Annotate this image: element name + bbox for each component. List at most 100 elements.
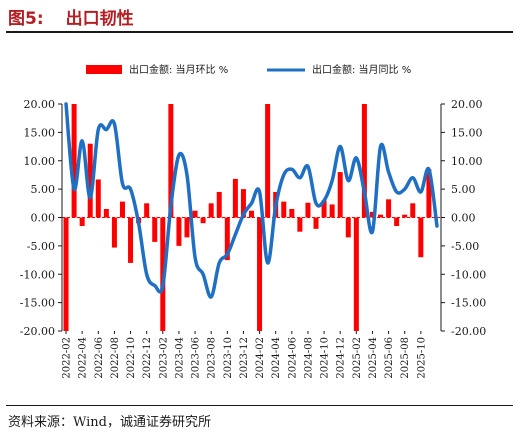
mom-bar [232,178,238,218]
left-tick-label: -5.00 [27,240,55,253]
source-note: 资料来源：Wind，诚通证券研究所 [8,415,211,430]
x-tick-label: 2024-06 [287,337,298,379]
left-tick-label: 15.00 [24,126,56,139]
yoy-line-series [64,102,439,299]
figure-title: 图5: 出口韧性 [8,4,134,29]
x-tick-label: 2024-10 [320,337,331,379]
mom-bar [410,203,416,218]
mom-bar [329,204,335,218]
plot-area: 20.00 15.00 10.00 5.00 0.00 -5.00 -10.00 -15.00… [20,98,486,379]
left-axis: 20.00 15.00 10.00 5.00 0.00 -5.00 -10.00 -15.00… [20,98,63,338]
mom-bar [119,201,125,218]
mom-bar [289,208,295,218]
x-tick-label: 2024-12 [336,337,347,379]
mom-bar [394,217,400,227]
legend-label-bar: 出口金额: 当月环比 % [129,63,228,76]
mom-bar [297,217,303,232]
mom-bar [378,214,384,218]
x-tick-label: 2022-06 [94,337,105,379]
mom-bar [249,210,254,218]
x-tick-label: 2025-10 [416,337,427,379]
mom-bar [337,172,343,218]
mom-bar [281,201,287,218]
left-tick-label: 0.00 [31,212,56,225]
mom-bar [95,179,101,218]
mom-bar [313,217,319,229]
right-tick-label: 10.00 [451,155,483,168]
mom-bar [386,199,392,218]
mom-bar [168,104,174,218]
left-tick-label: -20.00 [20,325,55,338]
right-tick-label: 0.00 [451,212,476,225]
left-tick-label: -15.00 [20,297,55,310]
x-tick-label: 2023-12 [239,337,250,379]
x-tick-label: 2023-08 [207,337,218,379]
mom-bar [265,104,271,218]
mom-bar [128,217,134,263]
left-tick-label: 10.00 [24,155,56,168]
mom-bar [192,210,198,218]
x-tick-label: 2025-08 [400,337,411,379]
mom-bar [103,208,109,218]
right-tick-label: -20.00 [451,325,486,338]
mom-bar [184,217,190,238]
mom-bar [111,217,117,248]
mom-bar [71,104,77,218]
left-tick-label: 5.00 [31,183,56,196]
mom-bar [361,104,367,218]
right-axis: 20.00 15.00 10.00 5.00 0.00 -5.00 -10.00 -15.00… [440,98,486,338]
legend: 出口金额: 当月环比 % 出口金额: 当月同比 % [86,63,411,76]
mom-bar [79,217,85,227]
right-tick-label: 5.00 [451,183,476,196]
mom-bar [176,217,182,246]
mom-bar [87,143,93,218]
x-tick-label: 2024-08 [303,337,314,379]
right-tick-label: -5.00 [451,240,479,253]
x-tick-label: 2024-02 [255,337,266,379]
x-tick-label: 2023-04 [174,337,185,379]
right-tick-label: 20.00 [451,98,483,111]
x-tick-label: 2025-02 [352,337,363,379]
left-tick-label: -10.00 [20,268,55,281]
mom-bar [216,191,222,218]
x-tick-label: 2023-10 [223,337,234,379]
mom-bar [353,217,359,331]
mom-bar [240,189,246,218]
mom-bar [426,169,432,218]
x-tick-label: 2025-06 [384,337,395,379]
x-tick-label: 2025-04 [368,337,379,379]
x-tick-label: 2024-04 [271,337,282,379]
mom-bar [402,214,408,218]
right-tick-label: -15.00 [451,297,486,310]
source-rule [6,405,513,406]
mom-bar [257,217,263,331]
right-tick-label: -10.00 [451,268,486,281]
mom-bar [369,211,375,218]
left-tick-label: 20.00 [24,98,56,111]
right-tick-label: 15.00 [451,126,483,139]
mom-bar [208,203,214,218]
x-tick-label: 2022-12 [142,337,153,379]
x-tick-label: 2022-08 [110,337,121,379]
x-axis: 2022-02 2022-04 2022-06 2022-08 2022-10 2022-… [62,331,427,379]
mom-bar [224,217,230,261]
mom-bar [321,200,327,218]
x-tick-label: 2023-02 [158,337,169,379]
legend-label-line: 出口金额: 当月同比 % [312,63,411,76]
mom-bar [345,217,351,238]
figure-number: 图5: [8,9,44,29]
mom-bar [63,217,69,331]
mom-bar [200,217,206,224]
x-tick-label: 2022-02 [62,337,73,379]
x-tick-label: 2022-10 [126,337,137,379]
figure-title-text: 出口韧性 [65,9,134,29]
mom-bar [305,202,311,218]
mom-bar [152,217,158,242]
legend-swatch-bar [86,65,122,74]
x-tick-label: 2023-06 [191,337,202,379]
mom-bar [418,217,424,258]
title-rule [6,31,513,33]
x-tick-label: 2022-04 [78,337,89,379]
